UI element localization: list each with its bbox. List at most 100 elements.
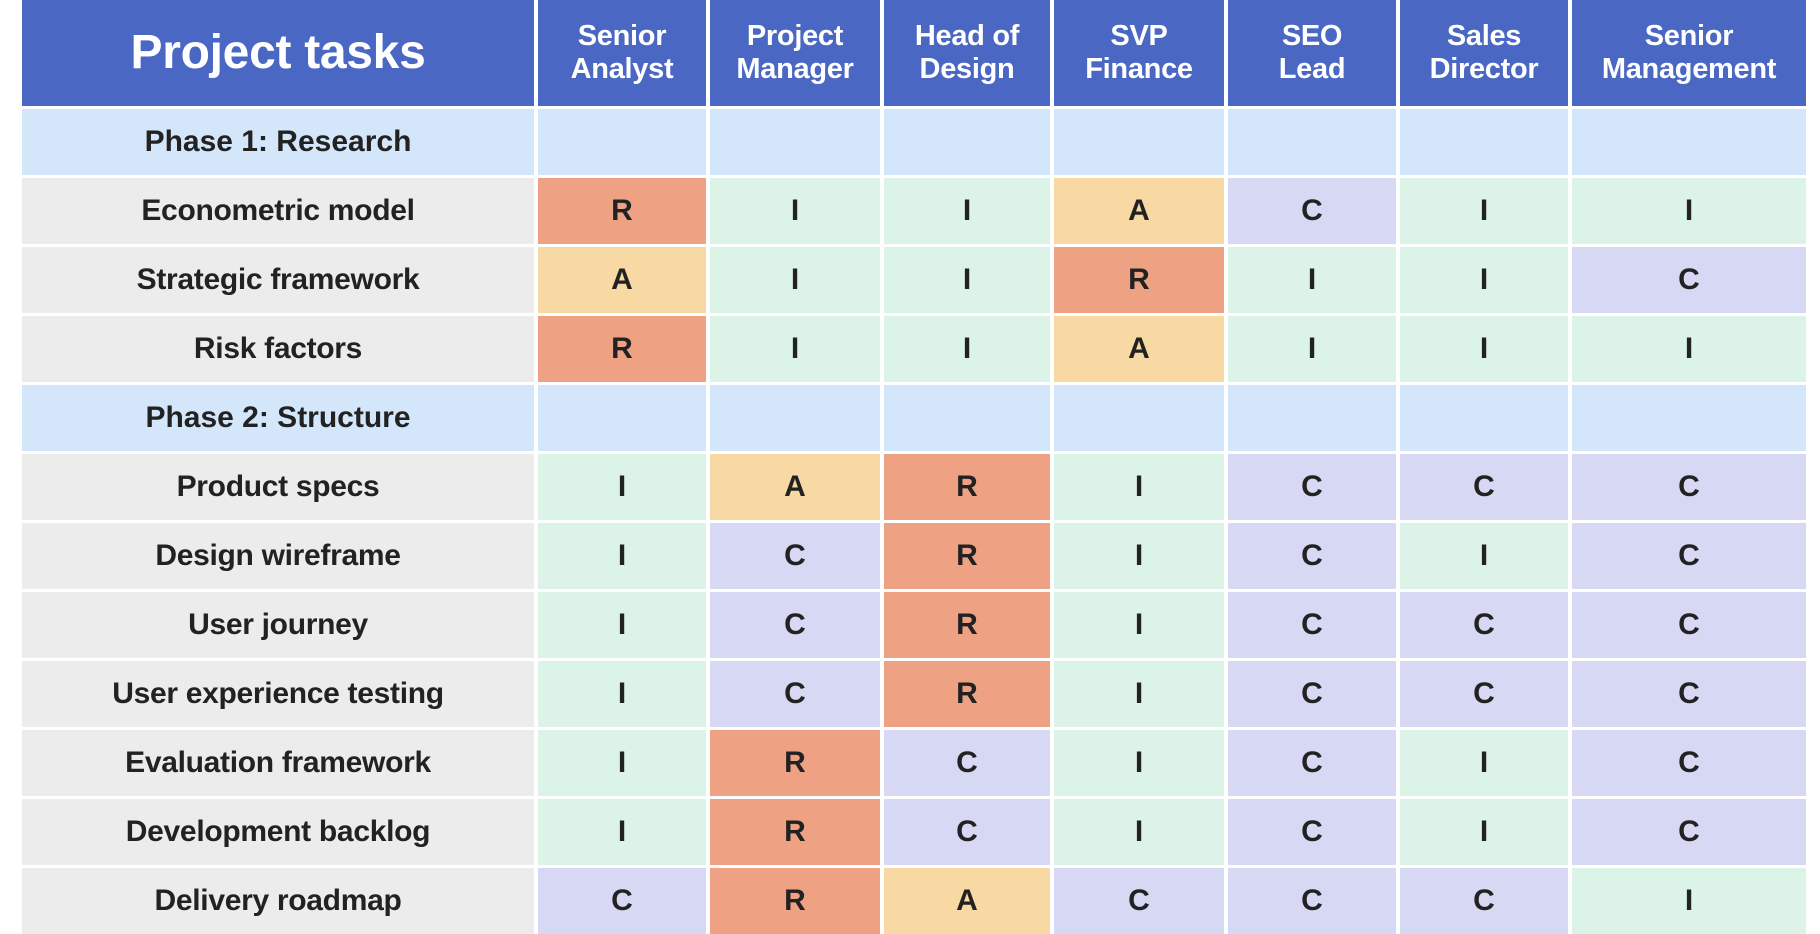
- raci-cell: I: [1400, 178, 1568, 244]
- phase-band-cell: [1054, 109, 1224, 175]
- role-header-label: Senior Analyst: [571, 20, 674, 86]
- phase-label: Phase 2: Structure: [22, 385, 534, 451]
- raci-cell: I: [884, 247, 1050, 313]
- raci-cell: I: [538, 523, 706, 589]
- phase-band-cell: [1400, 385, 1568, 451]
- raci-cell: I: [538, 454, 706, 520]
- task-label: Product specs: [22, 454, 534, 520]
- role-header-line: Design: [919, 53, 1015, 85]
- raci-cell: I: [1054, 799, 1224, 865]
- raci-cell: C: [1228, 592, 1396, 658]
- role-header-line: SVP: [1110, 20, 1168, 52]
- role-header-line: Senior: [577, 20, 667, 52]
- raci-cell: I: [1054, 454, 1224, 520]
- phase-band-cell: [884, 385, 1050, 451]
- raci-cell: A: [1054, 178, 1224, 244]
- role-header-line: Project: [746, 20, 844, 52]
- raci-cell: I: [884, 178, 1050, 244]
- role-header-line: Director: [1429, 53, 1539, 85]
- role-header-label: SVP Finance: [1085, 20, 1193, 86]
- role-header-line: Lead: [1278, 53, 1346, 85]
- raci-cell: A: [710, 454, 880, 520]
- raci-cell: I: [1228, 316, 1396, 382]
- raci-cell: I: [710, 316, 880, 382]
- task-label: User experience testing: [22, 661, 534, 727]
- raci-cell: I: [1400, 247, 1568, 313]
- raci-cell: C: [1228, 868, 1396, 934]
- role-header-label: SEO Lead: [1279, 20, 1346, 86]
- phase-band-cell: [710, 385, 880, 451]
- raci-cell: C: [1572, 799, 1806, 865]
- raci-cell: I: [1054, 661, 1224, 727]
- raci-cell: I: [1400, 523, 1568, 589]
- role-header: Senior Analyst: [538, 0, 706, 106]
- raci-cell: C: [1400, 661, 1568, 727]
- raci-cell: R: [884, 454, 1050, 520]
- raci-cell: C: [1228, 799, 1396, 865]
- raci-cell: C: [710, 661, 880, 727]
- phase-band-cell: [1400, 109, 1568, 175]
- task-label: User journey: [22, 592, 534, 658]
- raci-cell: I: [710, 247, 880, 313]
- raci-cell: I: [1400, 799, 1568, 865]
- task-label: Delivery roadmap: [22, 868, 534, 934]
- raci-cell: I: [538, 730, 706, 796]
- phase-band-cell: [1054, 385, 1224, 451]
- raci-cell: C: [1400, 454, 1568, 520]
- raci-cell: C: [1228, 523, 1396, 589]
- phase-band-cell: [1228, 385, 1396, 451]
- raci-cell: I: [1054, 523, 1224, 589]
- raci-cell: C: [1054, 868, 1224, 934]
- raci-cell: C: [1572, 730, 1806, 796]
- phase-band-cell: [710, 109, 880, 175]
- raci-cell: R: [884, 661, 1050, 727]
- raci-cell: C: [1572, 661, 1806, 727]
- raci-matrix: Project tasks Senior Analyst Project Manage…: [22, 0, 1806, 934]
- raci-cell: A: [1054, 316, 1224, 382]
- role-header: Sales Director: [1400, 0, 1568, 106]
- task-label: Evaluation framework: [22, 730, 534, 796]
- raci-cell: R: [1054, 247, 1224, 313]
- raci-cell: R: [884, 523, 1050, 589]
- role-header-line: Analyst: [570, 53, 674, 85]
- raci-cell: I: [1228, 247, 1396, 313]
- task-label: Econometric model: [22, 178, 534, 244]
- raci-cell: I: [1572, 868, 1806, 934]
- raci-cell: R: [884, 592, 1050, 658]
- role-header: Senior Management: [1572, 0, 1806, 106]
- raci-cell: C: [1572, 592, 1806, 658]
- role-header-line: Senior: [1644, 20, 1734, 52]
- raci-cell: C: [1228, 661, 1396, 727]
- phase-label: Phase 1: Research: [22, 109, 534, 175]
- raci-cell: I: [538, 799, 706, 865]
- role-header: SVP Finance: [1054, 0, 1224, 106]
- raci-cell: R: [710, 868, 880, 934]
- task-label: Risk factors: [22, 316, 534, 382]
- raci-cell: C: [884, 730, 1050, 796]
- role-header-line: SEO: [1281, 20, 1343, 52]
- raci-cell: I: [1054, 730, 1224, 796]
- raci-cell: I: [538, 661, 706, 727]
- task-label: Strategic framework: [22, 247, 534, 313]
- raci-cell: I: [1400, 730, 1568, 796]
- raci-cell: C: [1228, 454, 1396, 520]
- phase-band-cell: [1572, 385, 1806, 451]
- raci-cell: A: [884, 868, 1050, 934]
- role-header-line: Management: [1601, 53, 1777, 85]
- raci-cell: C: [884, 799, 1050, 865]
- raci-cell: I: [1400, 316, 1568, 382]
- raci-cell: C: [1228, 178, 1396, 244]
- raci-cell: C: [1400, 592, 1568, 658]
- raci-cell: I: [884, 316, 1050, 382]
- role-header-line: Sales: [1446, 20, 1522, 52]
- raci-cell: C: [538, 868, 706, 934]
- role-header: SEO Lead: [1228, 0, 1396, 106]
- phase-band-cell: [1572, 109, 1806, 175]
- role-header-label: Project Manager: [736, 20, 853, 86]
- phase-band-cell: [1228, 109, 1396, 175]
- raci-cell: C: [710, 523, 880, 589]
- raci-cell: I: [710, 178, 880, 244]
- role-header-label: Senior Management: [1601, 20, 1777, 86]
- raci-cell: I: [1572, 178, 1806, 244]
- role-header-line: Finance: [1085, 53, 1193, 85]
